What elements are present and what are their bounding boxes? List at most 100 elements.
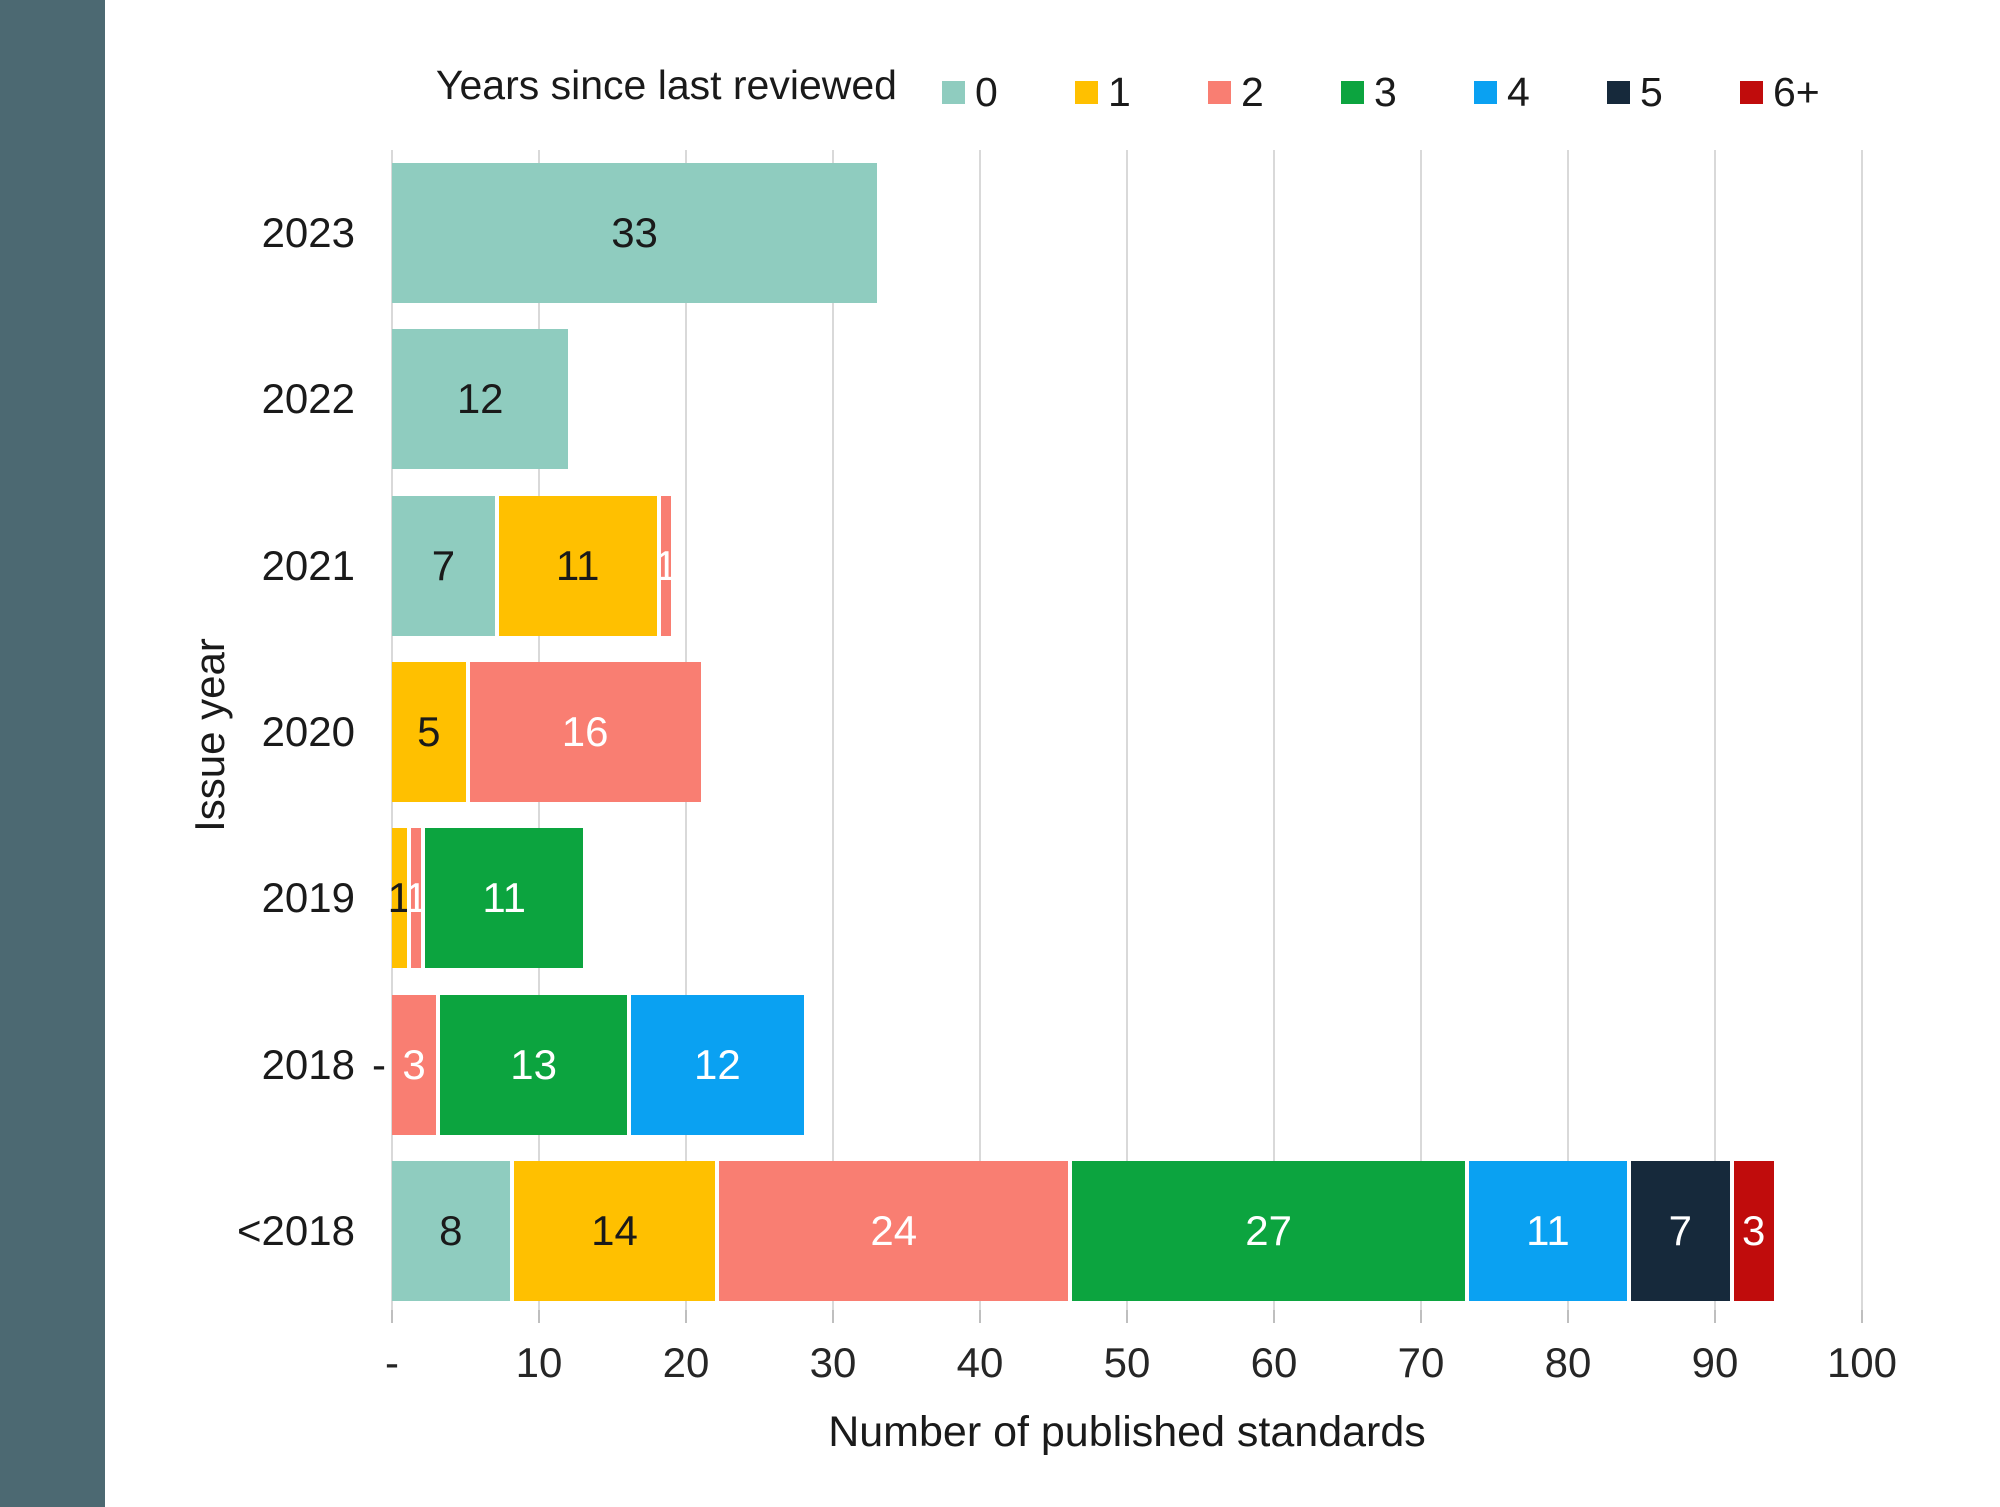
gridline bbox=[979, 150, 981, 1310]
bar-segment: 14 bbox=[509, 1160, 716, 1301]
legend-swatch bbox=[1607, 81, 1630, 104]
legend-item: 6+ bbox=[1740, 72, 1820, 113]
bar-segment: 11 bbox=[1465, 1160, 1627, 1301]
x-axis-tick-label: 30 bbox=[809, 1339, 857, 1386]
bar-value-label: 27 bbox=[1245, 1206, 1292, 1254]
x-axis-tick-label: 50 bbox=[1103, 1339, 1151, 1386]
x-axis-tick bbox=[1567, 1310, 1569, 1323]
bar-segment: 7 bbox=[392, 495, 495, 636]
gridline bbox=[1567, 150, 1569, 1310]
legend-item: 3 bbox=[1341, 72, 1397, 113]
bar-segment: 11 bbox=[494, 495, 657, 636]
legend-swatch bbox=[1474, 81, 1497, 104]
legend-label: 1 bbox=[1108, 69, 1131, 115]
x-axis-tick bbox=[979, 1310, 981, 1323]
bar-segment: 12 bbox=[392, 329, 569, 470]
legend-item: 4 bbox=[1474, 72, 1530, 113]
y-axis-label: 2021 bbox=[261, 541, 355, 589]
x-axis-title: Number of published standards bbox=[828, 1408, 1426, 1456]
bar-value-label: 11 bbox=[482, 874, 527, 922]
bar-value-label: 16 bbox=[561, 708, 609, 755]
bar-segment: 3 bbox=[1729, 1160, 1774, 1301]
bar-value-label: 7 bbox=[431, 541, 456, 589]
y-axis-label: 2022 bbox=[261, 375, 355, 423]
bar-value-label: 3 bbox=[402, 1040, 426, 1088]
gridline bbox=[1714, 150, 1716, 1310]
legend: Years since last reviewed 0 1 2 3 4 5 6+ bbox=[0, 0, 2000, 130]
bar-segment: 5 bbox=[392, 662, 466, 802]
bar-segment: 1 bbox=[654, 495, 678, 636]
x-axis-tick-label: 80 bbox=[1544, 1339, 1592, 1386]
bar-value-label: 33 bbox=[611, 209, 658, 257]
legend-swatch bbox=[1341, 81, 1364, 104]
bar-value-label: 11 bbox=[1526, 1206, 1570, 1254]
bar-value-label: 12 bbox=[456, 375, 504, 423]
x-axis-tick-label: 90 bbox=[1691, 1339, 1739, 1386]
legend-title: Years since last reviewed bbox=[435, 62, 897, 108]
legend-item: 2 bbox=[1208, 72, 1264, 113]
y-axis-label: 2020 bbox=[261, 708, 355, 756]
x-axis-tick bbox=[1420, 1310, 1422, 1323]
bar-segment: 1 bbox=[404, 828, 428, 969]
bar-value-label: 8 bbox=[439, 1206, 463, 1254]
x-axis-tick bbox=[1714, 1310, 1716, 1323]
x-axis-tick bbox=[538, 1310, 540, 1323]
x-axis-tick bbox=[1273, 1310, 1275, 1323]
x-axis-tick-label: 10 bbox=[515, 1339, 563, 1386]
x-axis-tick-label: - bbox=[385, 1339, 399, 1386]
x-axis-tick bbox=[685, 1310, 687, 1323]
legend-label: 4 bbox=[1507, 69, 1530, 115]
x-axis-tick-label: 100 bbox=[1826, 1339, 1898, 1386]
bar-segment: 33 bbox=[392, 163, 878, 304]
x-axis-tick-label: 40 bbox=[956, 1339, 1004, 1386]
bar-segment: 3 bbox=[392, 994, 437, 1135]
x-axis-tick-label: 70 bbox=[1397, 1339, 1445, 1386]
legend-swatch bbox=[942, 81, 965, 104]
legend-item: 1 bbox=[1075, 72, 1131, 113]
legend-label: 3 bbox=[1374, 69, 1397, 115]
bar-value-label: 24 bbox=[870, 1206, 918, 1254]
bar-segment: 16 bbox=[465, 662, 701, 802]
y-axis-title: Issue year bbox=[186, 638, 233, 832]
gridline bbox=[832, 150, 834, 1310]
legend-swatch bbox=[1740, 81, 1763, 104]
bar-segment: 12 bbox=[627, 994, 804, 1135]
bar-value-label: 12 bbox=[694, 1040, 741, 1088]
y-axis-label: 2023 bbox=[261, 209, 355, 257]
bar-value-label: 14 bbox=[591, 1206, 638, 1254]
legend-swatch bbox=[1208, 81, 1231, 104]
bar-value-label: 1 bbox=[387, 874, 412, 922]
gridline bbox=[1273, 150, 1275, 1310]
x-axis-tick bbox=[1861, 1310, 1863, 1323]
bar-value-label: 13 bbox=[510, 1040, 557, 1088]
x-axis-tick-label: 20 bbox=[662, 1339, 710, 1386]
bar-value-label: 7 bbox=[1668, 1206, 1692, 1254]
bar-segment: 24 bbox=[715, 1160, 1069, 1301]
bar-segment: 7 bbox=[1626, 1160, 1730, 1301]
legend-swatch bbox=[1075, 81, 1098, 104]
bar-value-label: 3 bbox=[1742, 1206, 1766, 1254]
left-accent-bar bbox=[0, 0, 105, 1507]
y-axis-label: 2019 bbox=[261, 874, 355, 922]
gridline bbox=[1861, 150, 1863, 1310]
bar-segment: 8 bbox=[392, 1160, 510, 1301]
x-axis-tick bbox=[832, 1310, 834, 1323]
bar-segment: 13 bbox=[436, 994, 628, 1135]
x-axis-tick-label: 60 bbox=[1250, 1339, 1298, 1386]
legend-label: 5 bbox=[1640, 69, 1663, 115]
bar-value-label: 5 bbox=[417, 708, 441, 755]
bar-segment: 27 bbox=[1068, 1160, 1466, 1301]
legend-label: 6+ bbox=[1773, 69, 1820, 115]
legend-label: 2 bbox=[1241, 69, 1264, 115]
bar-value-label: 11 bbox=[555, 541, 600, 589]
legend-item: 0 bbox=[942, 72, 998, 113]
y-axis-label: 2018 bbox=[261, 1040, 355, 1088]
bar-value-label: 1 bbox=[654, 541, 678, 589]
x-axis-tick bbox=[1126, 1310, 1128, 1323]
bar-segment: 1 bbox=[388, 828, 411, 969]
y-axis-label: <2018 bbox=[237, 1206, 355, 1254]
bar-segment: 11 bbox=[421, 828, 584, 969]
zero-dash-label: - bbox=[372, 1040, 386, 1088]
gridline bbox=[1420, 150, 1422, 1310]
